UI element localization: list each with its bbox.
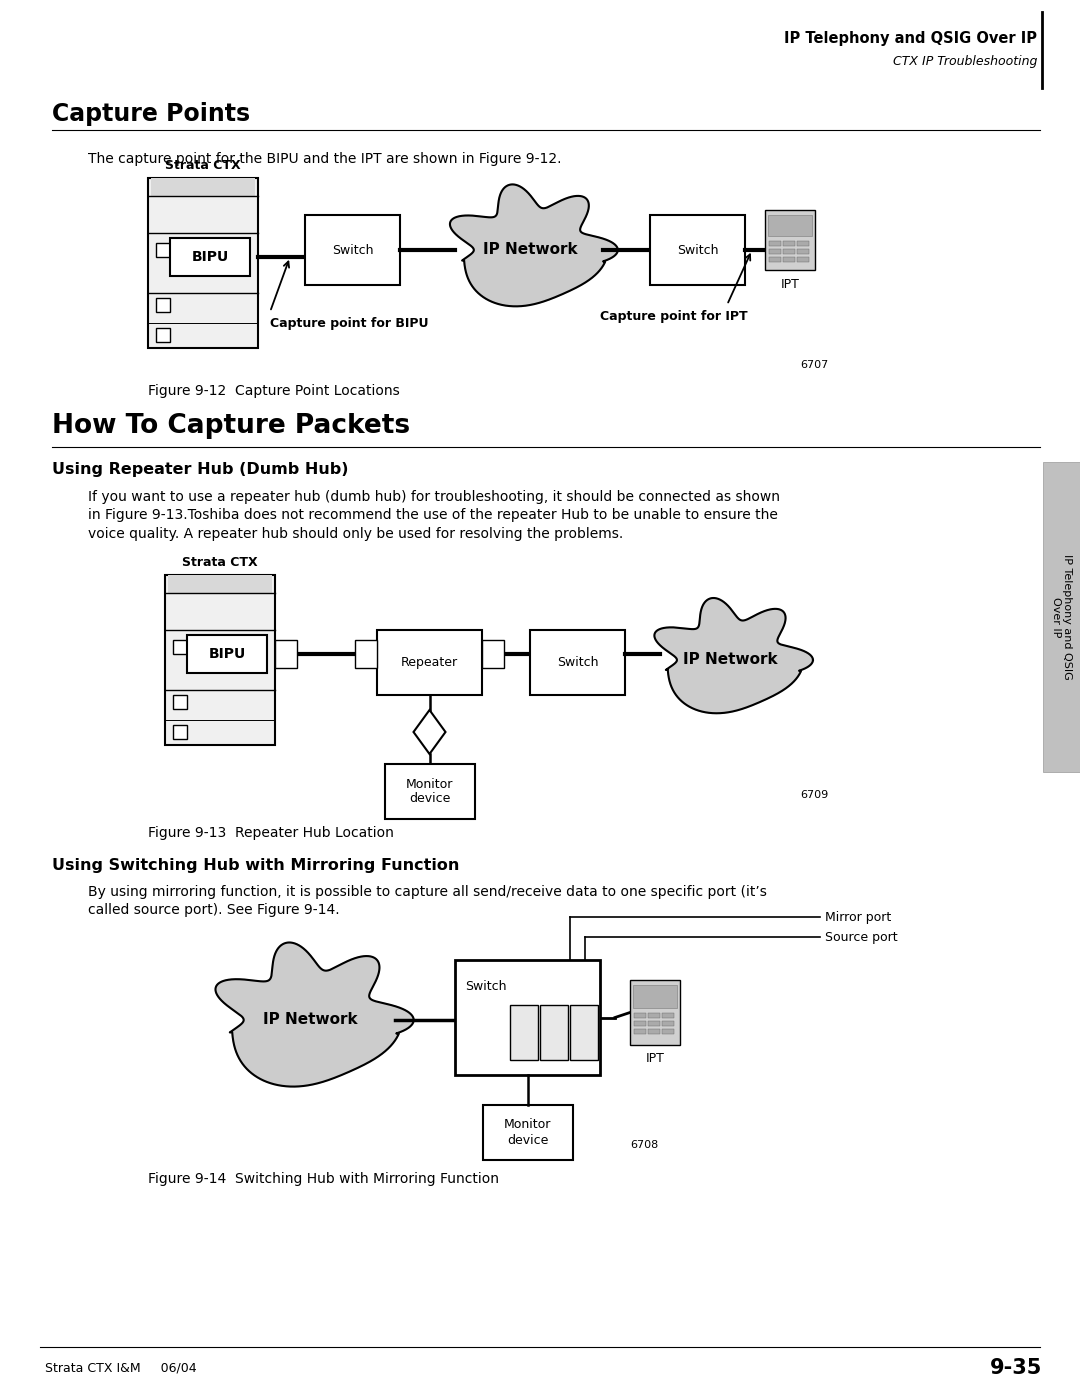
Bar (768, 215, 812, 236)
Bar (355, 640, 377, 668)
Bar (165, 576, 275, 745)
Text: Strata CTX I&M     06/04: Strata CTX I&M 06/04 (45, 1362, 197, 1375)
Text: Repeater: Repeater (401, 657, 458, 669)
Bar (1043, 462, 1080, 773)
Bar (783, 249, 795, 254)
Text: IPT: IPT (781, 278, 799, 291)
Bar (633, 985, 677, 1007)
Bar (156, 243, 170, 257)
Text: Source port: Source port (825, 930, 897, 943)
Bar (765, 210, 815, 270)
Text: By using mirroring function, it is possible to capture all send/receive data to : By using mirroring function, it is possi… (87, 886, 767, 918)
Bar (187, 636, 267, 673)
Bar (540, 1004, 568, 1060)
Text: Capture point for BIPU: Capture point for BIPU (270, 317, 429, 330)
Text: Capture Points: Capture Points (52, 102, 251, 126)
Bar (156, 328, 170, 342)
Bar (151, 177, 255, 196)
Bar (648, 1028, 660, 1034)
Bar (650, 215, 745, 285)
Text: How To Capture Packets: How To Capture Packets (52, 414, 410, 439)
Bar (662, 1013, 674, 1018)
Bar (482, 640, 504, 668)
Bar (797, 242, 809, 246)
Polygon shape (216, 943, 414, 1087)
Text: Mirror port: Mirror port (825, 911, 891, 923)
Text: Capture point for IPT: Capture point for IPT (600, 310, 747, 323)
Bar (510, 1004, 538, 1060)
Text: IP Network: IP Network (683, 652, 778, 668)
Text: Using Switching Hub with Mirroring Function: Using Switching Hub with Mirroring Funct… (52, 858, 459, 873)
Text: Figure 9-13  Repeater Hub Location: Figure 9-13 Repeater Hub Location (148, 826, 394, 840)
Bar (156, 298, 170, 312)
Bar (783, 257, 795, 263)
Text: Switch: Switch (677, 243, 718, 257)
Bar (769, 257, 781, 263)
Text: Monitor
device: Monitor device (406, 778, 454, 806)
Bar (634, 1021, 646, 1025)
Bar (783, 242, 795, 246)
Text: Switch: Switch (557, 657, 598, 669)
Polygon shape (414, 710, 446, 754)
Bar (797, 249, 809, 254)
Polygon shape (450, 184, 618, 306)
Bar (377, 630, 482, 694)
Text: IP Telephony and QSIG Over IP: IP Telephony and QSIG Over IP (784, 31, 1037, 46)
Text: Figure 9-14  Switching Hub with Mirroring Function: Figure 9-14 Switching Hub with Mirroring… (148, 1172, 499, 1186)
Text: Strata CTX: Strata CTX (165, 159, 241, 172)
Bar (634, 1013, 646, 1018)
Bar (170, 237, 249, 277)
Text: IPT: IPT (646, 1052, 664, 1066)
Bar (173, 640, 187, 654)
Bar (769, 242, 781, 246)
Text: CTX IP Troubleshooting: CTX IP Troubleshooting (893, 56, 1037, 68)
Polygon shape (654, 598, 813, 714)
Text: 6707: 6707 (800, 360, 828, 370)
Bar (530, 630, 625, 694)
Text: Strata CTX: Strata CTX (183, 556, 258, 569)
Text: Switch: Switch (332, 243, 374, 257)
Text: 6708: 6708 (630, 1140, 658, 1150)
Text: Using Repeater Hub (Dumb Hub): Using Repeater Hub (Dumb Hub) (52, 462, 349, 476)
Bar (455, 960, 600, 1076)
Text: Monitor
device: Monitor device (503, 1119, 551, 1147)
Text: BIPU: BIPU (208, 647, 245, 661)
Text: 9-35: 9-35 (989, 1358, 1042, 1377)
Text: IP Network: IP Network (262, 1013, 357, 1028)
Text: Figure 9-12  Capture Point Locations: Figure 9-12 Capture Point Locations (148, 384, 400, 398)
Bar (148, 177, 258, 348)
Bar (173, 725, 187, 739)
Bar (662, 1028, 674, 1034)
Bar (483, 1105, 572, 1160)
Bar (648, 1021, 660, 1025)
Bar (168, 576, 272, 592)
Text: Switch: Switch (465, 981, 507, 993)
Text: If you want to use a repeater hub (dumb hub) for troubleshooting, it should be c: If you want to use a repeater hub (dumb … (87, 490, 780, 541)
Bar (634, 1028, 646, 1034)
Bar (305, 215, 400, 285)
Text: The capture point for the BIPU and the IPT are shown in Figure 9-12.: The capture point for the BIPU and the I… (87, 152, 562, 166)
Bar (769, 249, 781, 254)
Bar (384, 764, 474, 819)
Text: IP Telephony and QSIG
Over IP: IP Telephony and QSIG Over IP (1051, 555, 1072, 680)
Bar (662, 1021, 674, 1025)
Text: 6709: 6709 (800, 789, 828, 800)
Bar (797, 257, 809, 263)
Bar (570, 1004, 598, 1060)
Text: IP Network: IP Network (483, 243, 578, 257)
Bar (630, 981, 680, 1045)
Bar (275, 640, 297, 668)
Text: BIPU: BIPU (191, 250, 229, 264)
Bar (648, 1013, 660, 1018)
Bar (173, 694, 187, 710)
